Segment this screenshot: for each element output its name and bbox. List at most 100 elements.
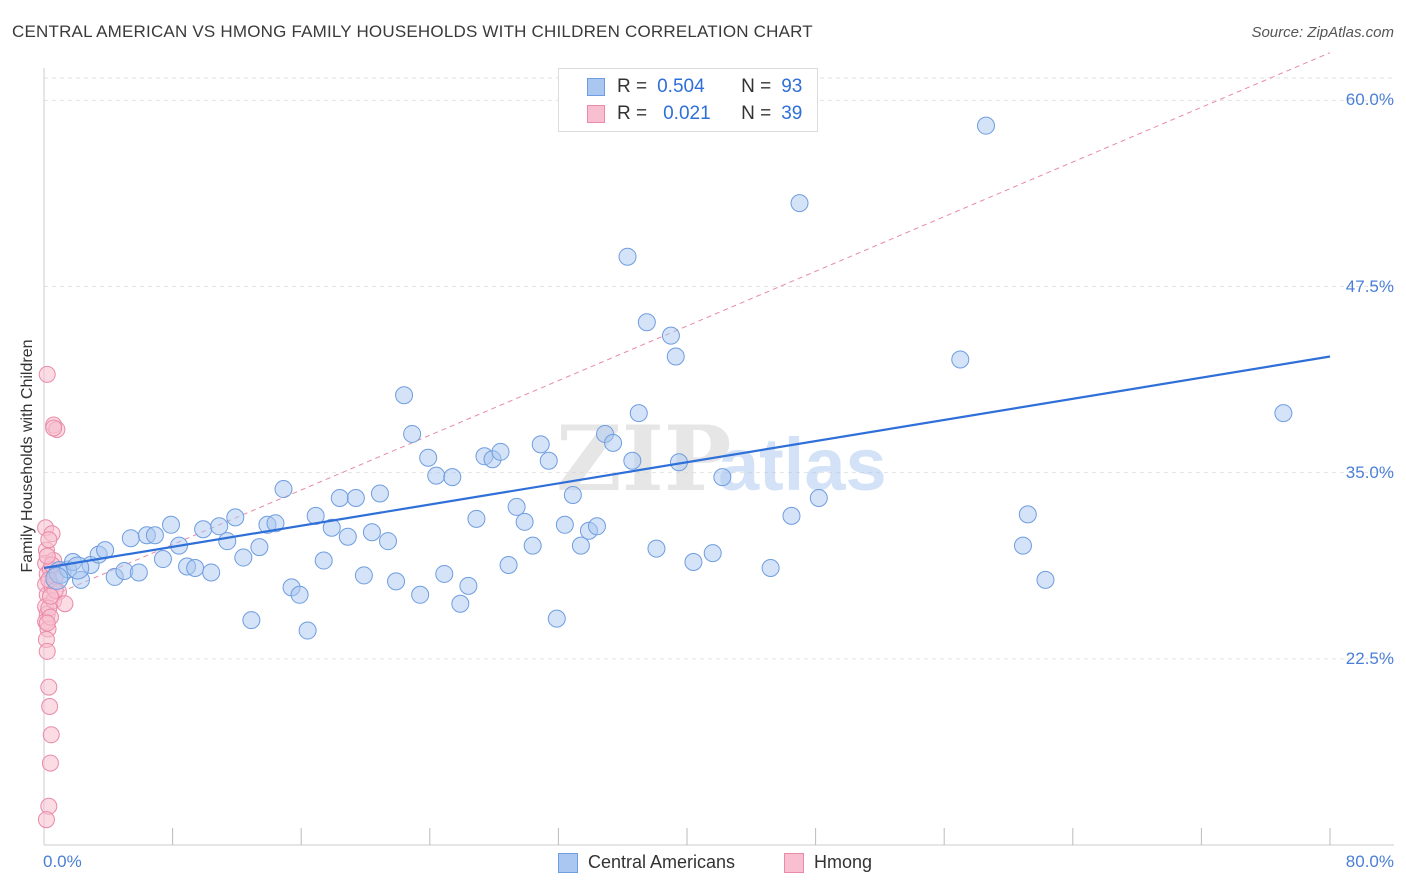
hmong-n-value: 39 bbox=[781, 103, 803, 124]
central-point bbox=[790, 194, 809, 213]
stats-row-central: R = 0.504 N = 93 bbox=[587, 74, 802, 100]
central-point bbox=[362, 523, 381, 542]
central-point bbox=[515, 512, 534, 531]
x-tick-max: 80.0% bbox=[1345, 852, 1394, 871]
hmong-point bbox=[41, 754, 59, 772]
central-n-label: N = bbox=[741, 76, 772, 97]
central-point bbox=[218, 532, 237, 551]
central-trendline bbox=[43, 355, 1331, 570]
central-point bbox=[587, 517, 606, 536]
central-point bbox=[507, 497, 526, 516]
hmong-point bbox=[42, 726, 60, 744]
central-point bbox=[45, 566, 69, 590]
central-point bbox=[274, 480, 293, 499]
central-point bbox=[370, 484, 389, 503]
central-point bbox=[290, 585, 309, 604]
legend-hmong[interactable]: Hmong bbox=[784, 852, 872, 873]
central-point bbox=[322, 518, 341, 537]
central-point bbox=[153, 550, 172, 569]
central-point bbox=[338, 527, 357, 546]
central-point bbox=[661, 326, 680, 345]
hmong-point bbox=[40, 531, 58, 549]
central-point bbox=[234, 548, 253, 567]
central-point bbox=[161, 515, 180, 534]
central-point bbox=[539, 451, 558, 470]
central-point bbox=[354, 566, 373, 585]
central-r-label: R = bbox=[617, 76, 648, 97]
central-point bbox=[499, 556, 518, 575]
central-point bbox=[604, 433, 623, 452]
central-point bbox=[555, 515, 574, 534]
central-point bbox=[623, 451, 642, 470]
hmong-point bbox=[41, 697, 59, 715]
central-point bbox=[202, 563, 221, 582]
central-point bbox=[666, 347, 685, 366]
central-point bbox=[684, 553, 703, 572]
stats-box: R = 0.504 N = 93 R = 0.021 N = 39 bbox=[558, 68, 818, 132]
hmong-point bbox=[38, 547, 56, 565]
central-point bbox=[330, 488, 349, 507]
axes bbox=[43, 68, 1394, 846]
y-tick-label: 47.5% bbox=[1345, 276, 1394, 296]
central-point bbox=[782, 506, 801, 525]
central-point bbox=[761, 558, 780, 577]
hmong-point bbox=[56, 595, 74, 613]
central-point bbox=[226, 508, 245, 527]
central-points bbox=[45, 116, 1293, 640]
central-point bbox=[194, 520, 213, 539]
central-point bbox=[427, 466, 446, 485]
hmong-trendline-path bbox=[43, 52, 1331, 600]
hmong-points bbox=[37, 365, 74, 829]
hmong-r-value: 0.021 bbox=[663, 103, 711, 124]
central-point bbox=[629, 404, 648, 423]
hmong-n-label: N = bbox=[741, 103, 772, 124]
legend-central-label: Central Americans bbox=[588, 852, 736, 872]
central-point bbox=[387, 572, 406, 591]
hmong-point bbox=[38, 365, 56, 383]
central-point bbox=[1036, 570, 1055, 589]
hmong-r-label: R = bbox=[617, 103, 648, 124]
central-point bbox=[346, 488, 365, 507]
y-axis-label: Family Households with Children bbox=[19, 339, 36, 573]
central-point bbox=[242, 611, 261, 630]
central-point bbox=[403, 424, 422, 443]
central-point bbox=[491, 442, 510, 461]
central-point bbox=[210, 517, 229, 536]
central-point bbox=[547, 609, 566, 628]
central-point bbox=[298, 621, 317, 640]
central-point bbox=[379, 532, 398, 551]
central-point bbox=[647, 539, 666, 558]
central-legend-icon bbox=[558, 852, 578, 873]
hmong-legend-icon bbox=[784, 852, 804, 873]
gridlines bbox=[44, 77, 1394, 660]
hmong-point bbox=[41, 587, 59, 605]
central-point bbox=[451, 594, 470, 613]
central-point bbox=[250, 538, 269, 557]
source-credit: Source: ZipAtlas.com bbox=[1251, 24, 1394, 41]
central-point bbox=[563, 486, 582, 505]
central-point bbox=[411, 585, 430, 604]
central-r-value: 0.504 bbox=[657, 76, 705, 97]
central-point bbox=[467, 509, 486, 528]
central-point bbox=[951, 350, 970, 369]
central-point bbox=[1018, 505, 1037, 524]
central-point bbox=[145, 526, 164, 545]
central-point bbox=[314, 551, 333, 570]
y-tick-label: 60.0% bbox=[1345, 90, 1394, 110]
central-point bbox=[459, 576, 478, 595]
central-trendline-path bbox=[43, 355, 1331, 570]
stats-row-hmong: R = 0.021 N = 39 bbox=[587, 101, 802, 127]
central-point bbox=[523, 536, 542, 555]
central-point bbox=[186, 558, 205, 577]
central-point bbox=[435, 564, 454, 583]
central-point bbox=[703, 544, 722, 563]
y-tick-label: 35.0% bbox=[1345, 462, 1394, 482]
chart-title: CENTRAL AMERICAN VS HMONG FAMILY HOUSEHO… bbox=[12, 22, 813, 41]
hmong-point bbox=[40, 678, 58, 696]
legend-central[interactable]: Central Americans bbox=[558, 852, 735, 873]
central-point bbox=[121, 529, 140, 548]
legend-hmong-label: Hmong bbox=[814, 852, 873, 872]
hmong-swatch-icon bbox=[587, 105, 605, 123]
hmong-point bbox=[45, 419, 63, 437]
